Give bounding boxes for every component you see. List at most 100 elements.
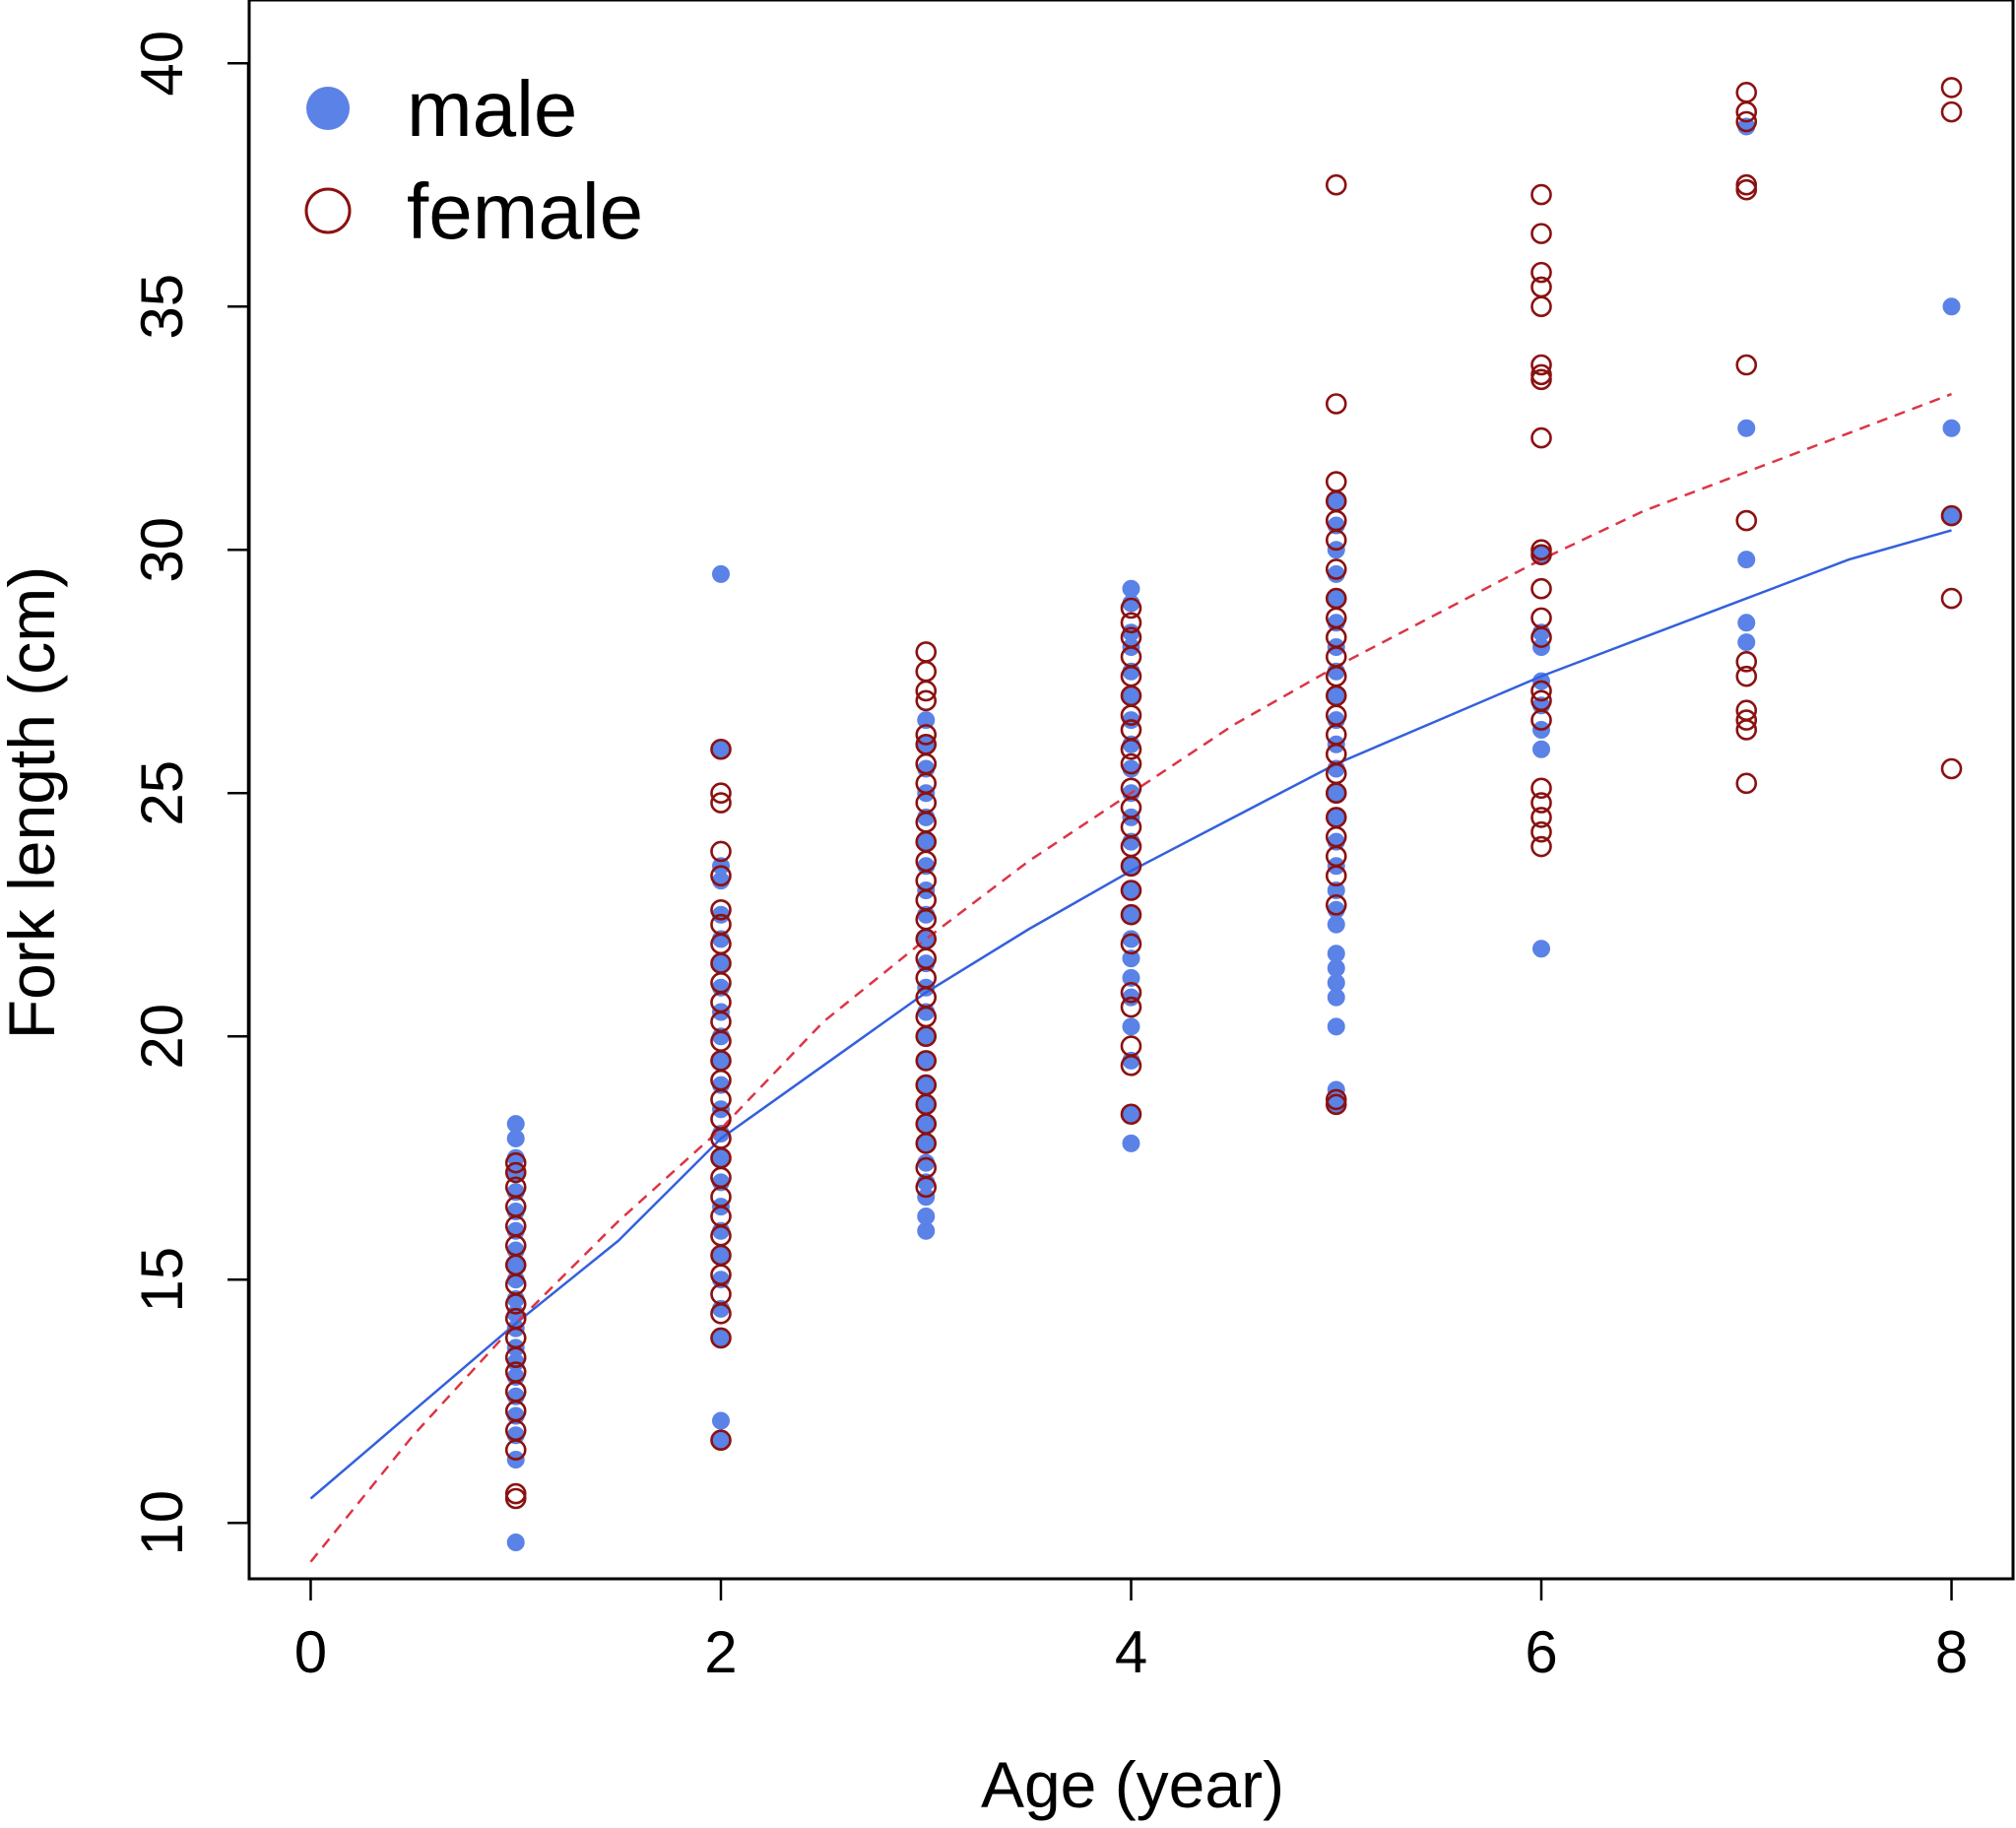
female-point bbox=[915, 1050, 938, 1072]
male-point bbox=[1122, 930, 1140, 948]
male-point bbox=[917, 1153, 936, 1172]
female-point bbox=[504, 1361, 527, 1383]
female-point bbox=[1940, 77, 1963, 98]
female-point bbox=[1530, 792, 1552, 814]
y-axis-title: Fork length (cm) bbox=[0, 566, 68, 1039]
legend-item-female: female bbox=[304, 167, 643, 255]
female-point bbox=[1735, 354, 1758, 376]
female-point bbox=[1530, 820, 1552, 843]
legend: male female bbox=[304, 65, 643, 255]
male-point bbox=[1327, 900, 1345, 919]
female-point bbox=[1735, 173, 1758, 196]
female-point bbox=[710, 840, 732, 863]
female-point bbox=[1530, 183, 1552, 206]
male-point bbox=[1737, 551, 1756, 569]
female-point bbox=[1530, 223, 1552, 244]
female-point bbox=[1735, 110, 1758, 133]
female-point bbox=[1735, 699, 1758, 722]
x-tick-label: 6 bbox=[1525, 1619, 1557, 1685]
y-tick-label: 25 bbox=[129, 760, 195, 826]
female-point bbox=[504, 1482, 527, 1505]
female-point bbox=[1530, 680, 1552, 702]
male-point bbox=[1122, 579, 1140, 598]
legend-marker-filled-circle bbox=[306, 87, 350, 130]
male-point bbox=[1532, 940, 1551, 958]
female-point bbox=[1735, 665, 1758, 687]
female-point bbox=[1735, 651, 1758, 673]
female-point bbox=[1120, 903, 1142, 926]
female-point bbox=[1530, 807, 1552, 828]
female-point bbox=[1325, 393, 1347, 415]
female-point bbox=[1325, 173, 1347, 196]
female-point bbox=[1325, 587, 1347, 610]
y-tick-label: 20 bbox=[129, 1004, 195, 1070]
female-point bbox=[1940, 757, 1963, 780]
female-point bbox=[1530, 689, 1552, 712]
y-tick-label: 30 bbox=[129, 517, 195, 583]
female-point bbox=[1325, 894, 1347, 916]
male-point bbox=[711, 1411, 730, 1430]
female-point bbox=[915, 689, 938, 712]
female-point bbox=[1120, 752, 1142, 775]
male-point bbox=[1122, 968, 1140, 987]
male-point bbox=[1737, 419, 1756, 437]
male-point bbox=[1942, 419, 1961, 437]
female-point bbox=[1530, 577, 1552, 600]
female-point bbox=[1120, 933, 1142, 955]
female-point bbox=[1325, 1088, 1347, 1111]
female-point bbox=[1530, 354, 1552, 376]
female-point bbox=[1325, 471, 1347, 492]
female-point bbox=[504, 1176, 527, 1199]
female-point bbox=[1120, 996, 1142, 1018]
x-axis-title: Age (year) bbox=[981, 1748, 1284, 1821]
female-point bbox=[1325, 558, 1347, 580]
male-point bbox=[917, 711, 936, 730]
female-point bbox=[1940, 504, 1963, 527]
female-point bbox=[1530, 363, 1552, 386]
female-point bbox=[710, 898, 732, 921]
female-point bbox=[1530, 539, 1552, 561]
male-point bbox=[1737, 633, 1756, 652]
legend-label: female bbox=[407, 167, 643, 255]
male-point bbox=[917, 1207, 936, 1225]
female-point bbox=[915, 1074, 938, 1096]
female-point bbox=[1530, 835, 1552, 858]
male-point bbox=[1532, 740, 1551, 758]
male-point bbox=[1327, 881, 1345, 900]
y-tick-label: 15 bbox=[129, 1247, 195, 1313]
female-point bbox=[1325, 807, 1347, 828]
female-point bbox=[1735, 509, 1758, 532]
female-point bbox=[710, 792, 732, 814]
x-tick-label: 0 bbox=[294, 1619, 327, 1685]
female-point bbox=[710, 782, 732, 805]
male-point bbox=[711, 564, 730, 583]
male-point bbox=[1737, 614, 1756, 632]
male-point bbox=[1122, 759, 1140, 778]
male-point bbox=[1122, 1017, 1140, 1036]
x-tick-label: 8 bbox=[1935, 1619, 1968, 1685]
female-point bbox=[710, 865, 732, 886]
female-series bbox=[504, 77, 1963, 1510]
female-point bbox=[504, 1307, 527, 1330]
x-tick-label: 2 bbox=[704, 1619, 737, 1685]
male-point bbox=[506, 1533, 525, 1551]
female-point bbox=[915, 1156, 938, 1179]
legend-label: male bbox=[407, 65, 577, 153]
female-point bbox=[1530, 607, 1552, 629]
female-point bbox=[1120, 719, 1142, 741]
legend-marker-open-circle bbox=[304, 187, 352, 234]
y-axis: 10 15 20 25 30 35 40 bbox=[129, 31, 250, 1556]
female-point bbox=[504, 1161, 527, 1184]
female-point bbox=[915, 734, 938, 755]
plot-marks bbox=[309, 77, 1963, 1563]
female-point bbox=[1940, 100, 1963, 123]
female-growth-curve bbox=[309, 392, 1952, 1563]
female-point bbox=[1530, 261, 1552, 284]
y-tick-label: 10 bbox=[129, 1490, 195, 1556]
female-point bbox=[1735, 772, 1758, 795]
female-point bbox=[1735, 82, 1758, 103]
male-point bbox=[1327, 1017, 1345, 1036]
female-point bbox=[1120, 1035, 1142, 1057]
